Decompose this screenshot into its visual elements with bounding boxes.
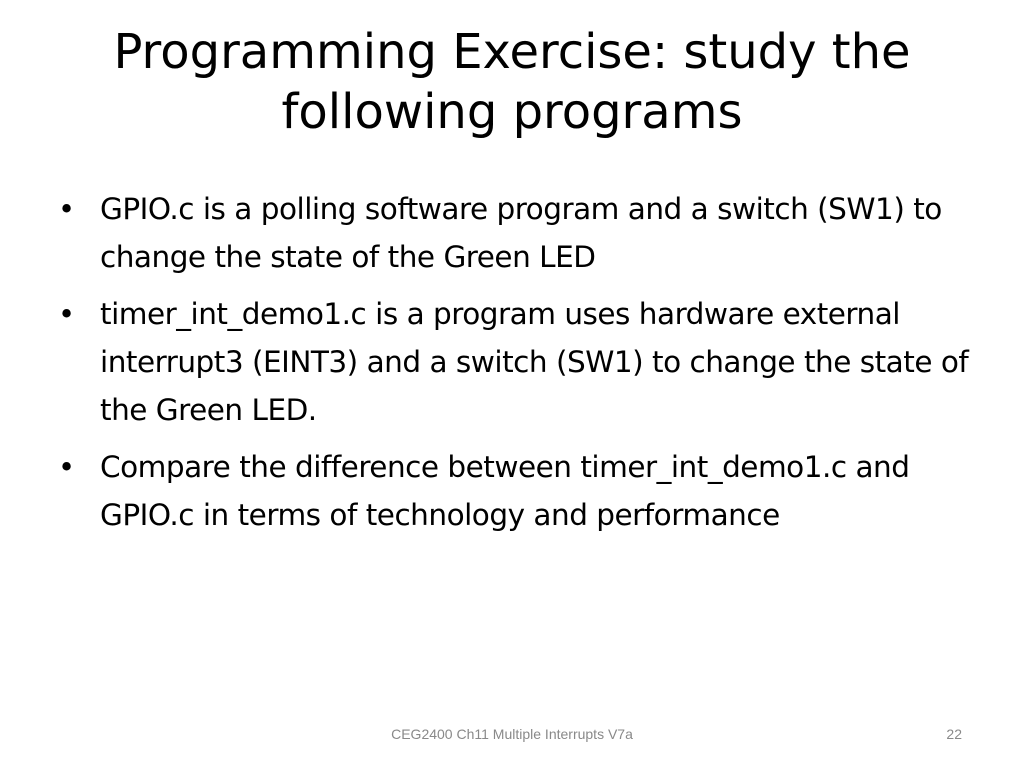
- bullet-item: • Compare the difference between timer_i…: [56, 443, 976, 539]
- slide-footer: CEG2400 Ch11 Multiple Interrupts V7a 22: [0, 722, 1024, 746]
- bullet-text: Compare the difference between timer_int…: [100, 450, 910, 532]
- bullet-dot-icon: •: [58, 192, 76, 226]
- bullet-text: GPIO.c is a polling software program and…: [100, 192, 942, 274]
- bullet-item: • GPIO.c is a polling software program a…: [56, 185, 976, 281]
- bullet-dot-icon: •: [58, 297, 76, 331]
- slide-title: Programming Exercise: study the followin…: [113, 24, 911, 140]
- bullet-dot-icon: •: [58, 450, 76, 484]
- footer-text: CEG2400 Ch11 Multiple Interrupts V7a: [391, 726, 633, 742]
- bullet-list: • GPIO.c is a polling software program a…: [56, 185, 976, 548]
- bullet-item: • timer_int_demo1.c is a program uses ha…: [56, 290, 976, 434]
- page-number: 22: [946, 726, 962, 742]
- bullet-text: timer_int_demo1.c is a program uses hard…: [100, 297, 969, 427]
